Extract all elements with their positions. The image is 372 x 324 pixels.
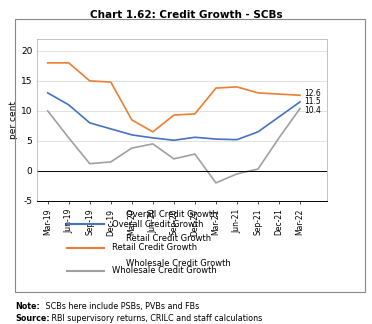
Text: Source:: Source:: [15, 314, 49, 323]
Text: Wholesale Credit Growth: Wholesale Credit Growth: [112, 266, 217, 275]
Overall Credit Growth: [235, 138, 239, 142]
Wholesale Credit Growth: [151, 142, 155, 146]
Overall Credit Growth: [214, 137, 218, 141]
Overall Credit Growth: [277, 115, 281, 119]
Wholesale Credit Growth: [235, 172, 239, 176]
Retail Credit Growth: [45, 61, 50, 65]
Text: Overall Credit Growth: Overall Credit Growth: [112, 220, 203, 229]
Text: RBI supervisory returns, CRILC and staff calculations: RBI supervisory returns, CRILC and staff…: [49, 314, 262, 323]
Line: Overall Credit Growth: Overall Credit Growth: [48, 93, 300, 140]
Overall Credit Growth: [67, 103, 71, 107]
Wholesale Credit Growth: [109, 160, 113, 164]
Retail Credit Growth: [129, 118, 134, 122]
Wholesale Credit Growth: [256, 167, 260, 171]
Overall Credit Growth: [87, 121, 92, 125]
Overall Credit Growth: [298, 100, 302, 104]
Retail Credit Growth: [277, 92, 281, 96]
Retail Credit Growth: [235, 85, 239, 89]
Line: Retail Credit Growth: Retail Credit Growth: [48, 63, 300, 132]
Wholesale Credit Growth: [129, 146, 134, 150]
Retail Credit Growth: [214, 86, 218, 90]
Overall Credit Growth: [171, 138, 176, 142]
Retail Credit Growth: [171, 113, 176, 117]
Retail Credit Growth: [87, 79, 92, 83]
Text: 11.5: 11.5: [304, 98, 321, 106]
Retail Credit Growth: [67, 61, 71, 65]
Text: Wholesale Credit Growth: Wholesale Credit Growth: [126, 259, 231, 268]
Wholesale Credit Growth: [214, 181, 218, 185]
Overall Credit Growth: [129, 133, 134, 137]
Text: Chart 1.62: Credit Growth - SCBs: Chart 1.62: Credit Growth - SCBs: [90, 10, 282, 20]
Wholesale Credit Growth: [45, 109, 50, 113]
Overall Credit Growth: [45, 91, 50, 95]
Overall Credit Growth: [109, 127, 113, 131]
Text: Note:: Note:: [15, 302, 40, 311]
Overall Credit Growth: [193, 135, 197, 139]
Text: 10.4: 10.4: [304, 106, 321, 115]
Overall Credit Growth: [256, 130, 260, 134]
Wholesale Credit Growth: [298, 107, 302, 110]
Text: 12.6: 12.6: [304, 89, 321, 98]
Wholesale Credit Growth: [277, 136, 281, 140]
Retail Credit Growth: [256, 91, 260, 95]
Text: Retail Credit Growth: Retail Credit Growth: [112, 243, 197, 252]
Retail Credit Growth: [193, 112, 197, 116]
Wholesale Credit Growth: [193, 152, 197, 156]
Text: Retail Credit Growth: Retail Credit Growth: [126, 234, 212, 243]
Wholesale Credit Growth: [67, 136, 71, 140]
Text: Overall Credit Growth: Overall Credit Growth: [126, 210, 218, 219]
Wholesale Credit Growth: [87, 162, 92, 166]
Wholesale Credit Growth: [171, 157, 176, 161]
Line: Wholesale Credit Growth: Wholesale Credit Growth: [48, 109, 300, 183]
Text: SCBs here include PSBs, PVBs and FBs: SCBs here include PSBs, PVBs and FBs: [43, 302, 199, 311]
Retail Credit Growth: [109, 80, 113, 84]
Y-axis label: per cent: per cent: [9, 101, 18, 139]
Retail Credit Growth: [298, 93, 302, 97]
Retail Credit Growth: [151, 130, 155, 134]
Overall Credit Growth: [151, 136, 155, 140]
